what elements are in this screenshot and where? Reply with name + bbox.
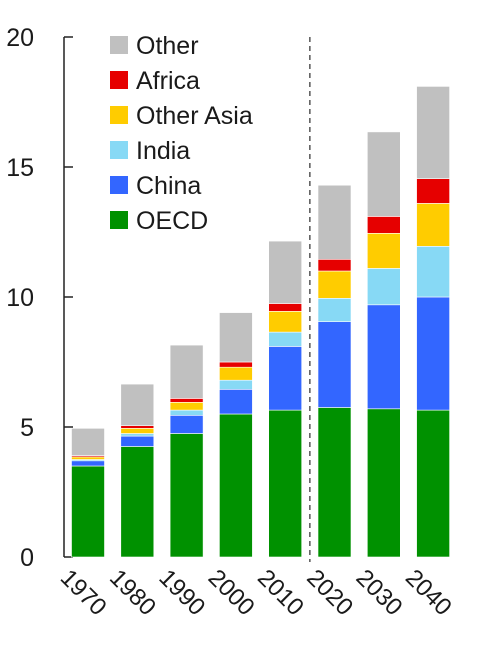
y-tick-label: 0 — [20, 544, 34, 572]
bar-segment-oecd-1990 — [169, 433, 204, 558]
legend-swatch-oecd — [110, 211, 128, 229]
bar-segment-other-asia-2000 — [219, 366, 253, 381]
legend-label-china: China — [136, 172, 201, 200]
x-tick-label-1980: 1980 — [104, 564, 161, 621]
bar-segment-africa-2000 — [219, 361, 253, 368]
bar-segment-other-2000 — [219, 312, 253, 363]
bar-segment-other-2040 — [416, 86, 450, 180]
legend-swatch-india — [110, 141, 128, 159]
bar-segment-india-1980 — [120, 433, 155, 437]
bar-segment-oecd-2030 — [366, 408, 401, 558]
bar-segment-africa-1990 — [169, 398, 204, 403]
bar-segment-other-1990 — [169, 344, 204, 399]
bar-segment-other-asia-1990 — [169, 401, 204, 411]
bar-segment-other-asia-2030 — [366, 233, 401, 269]
bar-segment-india-1990 — [169, 409, 204, 416]
bar-segment-india-2010 — [268, 331, 303, 347]
bar-segment-oecd-2000 — [219, 413, 253, 558]
bar-segment-other-2010 — [268, 240, 303, 304]
bar-segment-india-2020 — [317, 297, 352, 322]
x-tick-label-2040: 2040 — [400, 564, 457, 621]
x-tick-label-1990: 1990 — [153, 564, 210, 621]
bar-segment-india-2040 — [416, 246, 450, 298]
legend-swatch-other-asia — [110, 106, 128, 124]
bar-segment-oecd-1980 — [120, 446, 155, 558]
bar-segment-other-2020 — [317, 184, 352, 260]
bars — [71, 86, 450, 558]
bar-segment-other-asia-2010 — [268, 310, 303, 333]
bar-segment-africa-1980 — [120, 425, 155, 429]
bar-segment-india-2030 — [366, 268, 401, 306]
y-axis-ticks: 0 5 10 15 20 — [6, 24, 73, 572]
bar-segment-other-asia-1970 — [71, 456, 105, 460]
bar-segment-china-1970 — [71, 460, 105, 467]
bar-segment-other-1980 — [120, 383, 155, 427]
bar-segment-china-2030 — [366, 304, 401, 410]
legend-swatch-china — [110, 176, 128, 194]
legend-swatch-other — [110, 36, 128, 54]
legend: Other Africa Other Asia India China OECD — [110, 32, 253, 235]
legend-label-other-asia: Other Asia — [136, 102, 253, 130]
bar-segment-oecd-2020 — [317, 407, 352, 558]
y-tick-label: 20 — [6, 24, 34, 52]
bar-segment-other-1970 — [71, 427, 105, 456]
bar-segment-china-2040 — [416, 296, 450, 411]
bar-segment-china-2000 — [219, 388, 253, 415]
bar-segment-oecd-1970 — [71, 465, 105, 558]
legend-label-india: India — [136, 137, 190, 165]
x-tick-label-2020: 2020 — [301, 564, 358, 621]
bar-segment-china-1990 — [169, 414, 204, 434]
legend-label-africa: Africa — [136, 67, 200, 95]
bar-segment-other-asia-1980 — [120, 427, 155, 434]
y-tick-label: 15 — [6, 154, 34, 182]
x-tick-label-2030: 2030 — [351, 564, 408, 621]
bar-segment-china-1980 — [120, 435, 155, 447]
bar-segment-china-2010 — [268, 346, 303, 411]
x-tick-label-1970: 1970 — [55, 564, 112, 621]
bar-segment-china-2020 — [317, 321, 352, 408]
bar-segment-africa-2040 — [416, 178, 450, 204]
legend-label-other: Other — [136, 32, 199, 60]
y-tick-label: 5 — [20, 414, 34, 442]
bar-segment-africa-2020 — [317, 258, 352, 272]
bar-segment-africa-2030 — [366, 216, 401, 234]
bar-segment-africa-2010 — [268, 303, 303, 312]
bar-segment-india-2000 — [219, 379, 253, 390]
y-tick-label: 10 — [6, 284, 34, 312]
bar-segment-oecd-2040 — [416, 409, 450, 558]
bar-segment-oecd-2010 — [268, 409, 303, 558]
bar-segment-other-asia-2040 — [416, 203, 450, 247]
legend-swatch-africa — [110, 71, 128, 89]
x-tick-label-2000: 2000 — [203, 564, 260, 621]
bar-segment-other-asia-2020 — [317, 270, 352, 299]
bar-segment-other-2030 — [366, 131, 401, 217]
legend-label-oecd: OECD — [136, 207, 208, 235]
x-tick-label-2010: 2010 — [252, 564, 309, 621]
